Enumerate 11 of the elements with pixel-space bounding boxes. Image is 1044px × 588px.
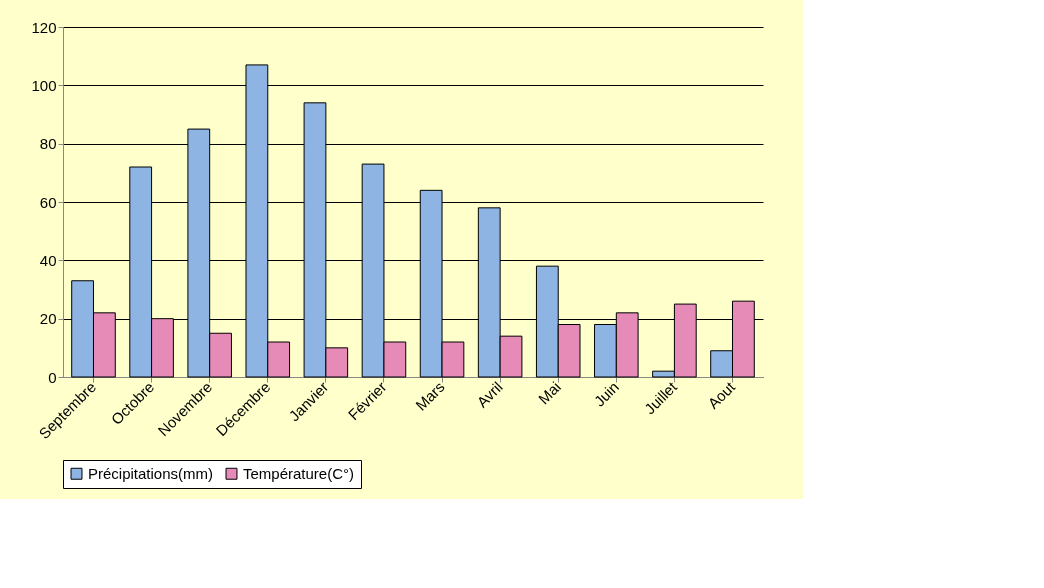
y-tick-label: 20 bbox=[39, 310, 57, 328]
legend-label: Température(C°) bbox=[243, 464, 355, 482]
y-tick-label: 60 bbox=[39, 193, 57, 211]
y-tick-label: 100 bbox=[31, 76, 57, 94]
y-tick-label: 80 bbox=[39, 135, 57, 153]
y-tick-label: 0 bbox=[48, 368, 57, 386]
x-tick-label: Mai bbox=[534, 378, 564, 408]
y-tick-label: 120 bbox=[31, 18, 57, 36]
y-tick-label: 40 bbox=[39, 251, 57, 269]
legend-label: Précipitations(mm) bbox=[88, 464, 214, 482]
x-tick-label: Juin bbox=[590, 378, 622, 410]
